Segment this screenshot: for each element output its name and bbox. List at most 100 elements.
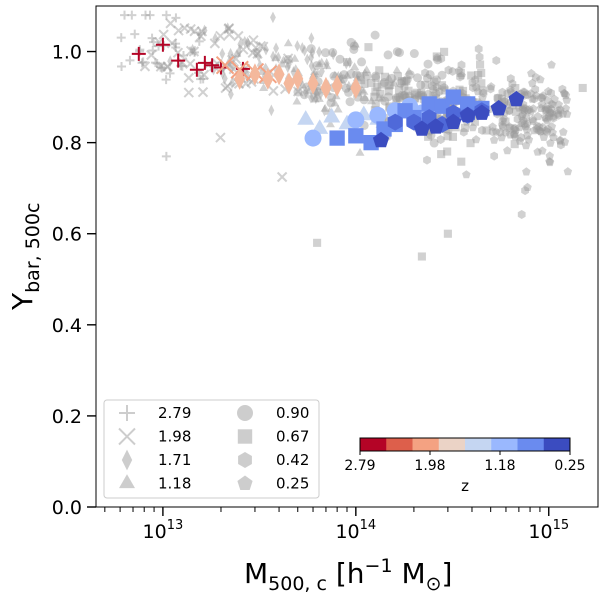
- x-tick-label: 1013: [143, 518, 184, 543]
- background-point: [563, 167, 573, 176]
- data-point-pentagon: [490, 100, 507, 116]
- background-point: [503, 89, 512, 98]
- background-point: [523, 106, 532, 115]
- background-point: [330, 98, 340, 107]
- background-point: [222, 81, 233, 92]
- background-point: [400, 90, 409, 100]
- background-point: [318, 65, 325, 78]
- background-point: [560, 89, 569, 98]
- legend-marker-diamond: [121, 449, 133, 471]
- background-point: [177, 61, 187, 71]
- background-point: [529, 104, 538, 113]
- background-point: [273, 42, 279, 55]
- background-point: [309, 91, 316, 103]
- background-point: [273, 63, 279, 75]
- background-point: [397, 90, 407, 100]
- background-point: [536, 103, 546, 112]
- background-point: [554, 110, 563, 120]
- background-point: [546, 104, 556, 113]
- background-point: [528, 116, 538, 125]
- colorbar-segment: [543, 438, 571, 451]
- background-point: [522, 167, 531, 176]
- data-point-diamond: [307, 72, 319, 95]
- background-point: [532, 124, 541, 133]
- background-point: [345, 80, 352, 93]
- background-point: [546, 138, 555, 147]
- background-point: [349, 44, 359, 54]
- background-point: [541, 105, 550, 114]
- background-point: [258, 41, 269, 52]
- data-point-plus: [155, 37, 170, 52]
- background-point: [508, 79, 517, 89]
- background-point: [541, 126, 550, 135]
- background-point: [356, 72, 365, 81]
- background-point: [448, 66, 457, 76]
- background-point: [458, 86, 468, 95]
- background-point: [471, 75, 480, 85]
- background-point: [344, 87, 354, 97]
- background-point: [553, 106, 563, 115]
- background-point: [393, 72, 402, 81]
- background-point: [534, 122, 544, 131]
- data-point-pentagon: [459, 106, 476, 123]
- background-point: [328, 48, 338, 58]
- background-point: [179, 50, 189, 60]
- y-tick-label: 0.0: [52, 497, 82, 519]
- background-point: [392, 65, 402, 74]
- background-point: [396, 93, 405, 103]
- background-point: [165, 18, 176, 29]
- legend-marker-circle: [237, 405, 253, 421]
- background-point: [189, 26, 200, 37]
- background-point: [349, 41, 359, 51]
- background-point: [554, 109, 562, 118]
- background-point: [294, 40, 301, 52]
- background-point: [528, 115, 537, 124]
- background-point: [474, 44, 483, 54]
- background-point: [173, 25, 184, 36]
- background-point: [359, 95, 369, 105]
- background-point: [561, 103, 571, 113]
- background-point: [227, 47, 234, 60]
- background-point: [522, 125, 532, 134]
- background-point: [506, 85, 515, 94]
- background-point: [506, 130, 515, 139]
- background-point: [521, 104, 530, 114]
- background-point: [494, 94, 503, 103]
- background-point: [513, 114, 522, 124]
- background-point: [223, 23, 234, 35]
- background-point: [343, 57, 350, 70]
- background-point: [498, 116, 507, 126]
- background-point: [493, 93, 502, 103]
- background-point: [497, 95, 506, 104]
- background-point: [466, 139, 475, 148]
- background-point: [468, 78, 477, 88]
- data-point-hexagon: [387, 113, 403, 131]
- colorbar-segment: [360, 438, 387, 451]
- background-point: [189, 43, 196, 56]
- background-point: [510, 129, 519, 138]
- data-point-square: [460, 96, 476, 112]
- background-point: [370, 30, 380, 40]
- background-point: [429, 84, 438, 94]
- background-point: [376, 89, 385, 98]
- background-point: [561, 90, 571, 100]
- background-point: [304, 53, 311, 66]
- background-point: [454, 66, 464, 75]
- background-point: [384, 87, 393, 96]
- data-point-pentagon: [372, 131, 390, 148]
- background-point: [549, 132, 558, 141]
- colorbar-frame: [359, 437, 571, 452]
- background-point: [179, 22, 190, 34]
- background-point: [543, 116, 552, 125]
- background-point: [417, 252, 426, 261]
- background-point: [224, 22, 231, 35]
- background-point: [141, 10, 150, 20]
- legend-marker-x: [118, 427, 136, 446]
- background-point: [538, 146, 547, 155]
- x-tick-label: 1015: [528, 518, 569, 543]
- background-point: [578, 83, 587, 93]
- background-point: [538, 122, 547, 131]
- background-point: [360, 68, 370, 77]
- colorbar-tick-label: 0.25: [554, 458, 585, 474]
